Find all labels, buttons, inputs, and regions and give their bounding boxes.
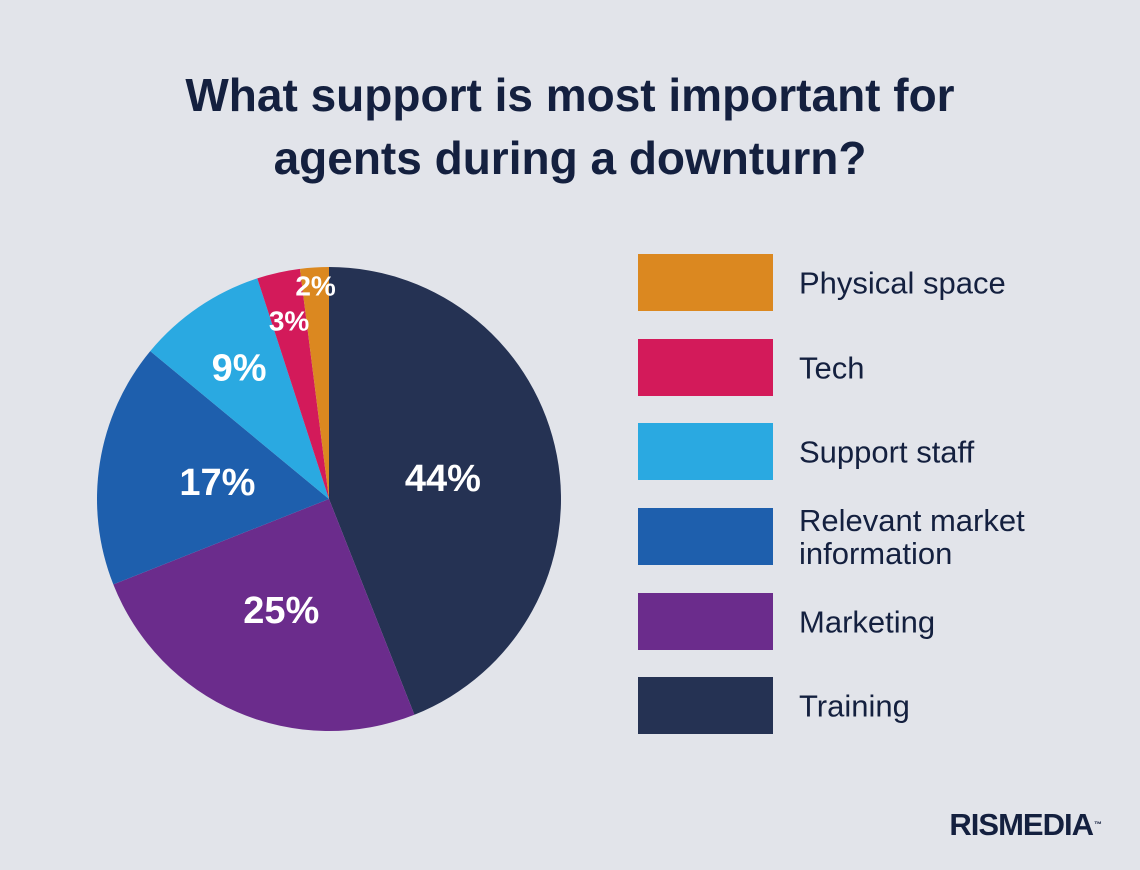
trademark-symbol: ™ [1094,820,1102,829]
pie-label-training: 44% [405,458,481,500]
legend-swatch-tech [638,339,773,396]
pie-label-tech: 3% [269,306,310,337]
legend-label-tech: Tech [799,350,865,385]
pie-label-support-staff: 9% [212,347,267,389]
pie-slice-marketing [113,499,415,731]
chart-title-line-2: agents during a downturn? [273,132,867,184]
legend-item-marketing: Marketing [638,593,1118,650]
pie-slice-training [329,267,561,715]
pie-label-marketing: 25% [243,590,319,632]
legend-swatch-support-staff [638,423,773,480]
legend-label-physical-space: Physical space [799,265,1006,300]
pie-slice-physical-space [299,267,329,499]
legend-item-training: Training [638,677,1118,734]
legend-swatch-physical-space [638,254,773,311]
legend-swatch-relevant-market-information [638,508,773,565]
legend-item-support-staff: Support staff [638,423,1118,480]
legend-label-relevant-market-information: Relevant market information [799,502,1025,571]
legend-label-support-staff: Support staff [799,434,975,469]
legend-label-marketing: Marketing [799,604,936,639]
legend-item-relevant-market-information: Relevant market information [638,504,1118,570]
chart-title: What support is most important for agent… [0,64,1140,190]
legend-swatch-training [638,677,773,734]
pie-label-physical-space: 2% [295,271,336,302]
legend-label-training: Training [799,688,910,723]
chart-title-line-1: What support is most important for [185,69,955,121]
pie-slice-relevant-market-information [97,351,330,585]
legend-item-tech: Tech [638,339,1118,396]
logo-text: RISMEDIA [949,807,1094,842]
legend-swatch-marketing [638,593,773,650]
legend-item-physical-space: Physical space [638,254,1118,311]
pie-slice-support-staff [150,278,329,499]
rismedia-logo: RISMEDIA™ [949,808,1102,842]
pie-slice-tech [257,268,329,499]
pie-label-relevant-market-information: 17% [179,462,255,504]
